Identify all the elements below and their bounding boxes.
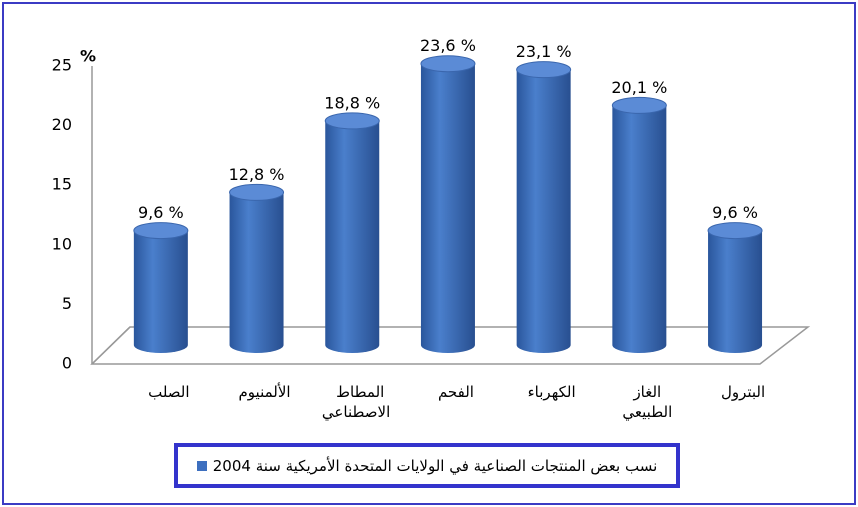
x-tick-label: الصلب [148,383,190,401]
bar [420,63,475,354]
bar-top [707,222,763,240]
y-tick-label: 10 [52,234,72,253]
bar-top [516,61,572,79]
legend-label: نسب بعض المنتجات الصناعية في الولايات ال… [212,456,658,475]
value-label: 18,8 % [324,93,380,112]
y-tick-label: 5 [62,294,72,313]
bar-top [229,183,285,201]
x-tick-label: الفحم [437,383,474,401]
bar [133,230,188,353]
y-tick-label: 15 [52,175,72,194]
y-tick-label: 25 [52,56,72,75]
value-label: 9,6 % [712,203,758,222]
x-tick-label: الغاز الطبيعي [622,383,673,421]
x-tick-label: البترول [720,383,766,401]
legend: نسب بعض المنتجات الصناعية في الولايات ال… [174,443,680,488]
y-axis-unit: % [80,47,96,66]
value-label: 20,1 % [611,78,667,97]
y-tick-label: 0 [62,354,72,373]
y-tick-label: 20 [52,115,72,134]
bar [612,105,667,354]
value-label: 23,1 % [516,42,572,61]
bar-top [133,222,189,240]
bar-top [611,96,667,114]
bar [325,120,380,354]
x-tick-label: المطاط الاصطناعي [321,383,391,421]
bar [708,230,763,353]
x-tick-label: الألمنيوم [238,383,291,401]
value-label: 12,8 % [229,165,285,184]
bar-top [420,55,476,73]
bar-top [324,112,380,130]
wall-edge [91,326,131,365]
bar [516,69,571,353]
legend-swatch [196,460,207,471]
bar [229,192,284,353]
value-label: 9,6 % [138,203,184,222]
value-label: 23,6 % [420,36,476,55]
x-tick-label: الكهرباء [527,383,576,401]
